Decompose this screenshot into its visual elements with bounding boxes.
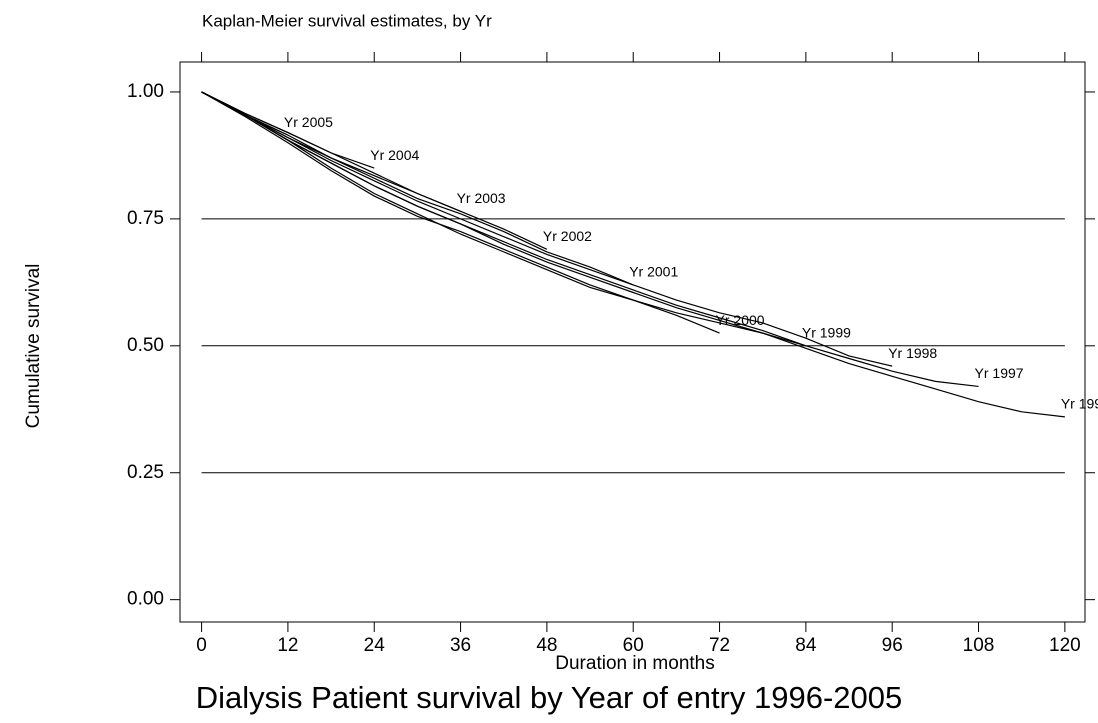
x-tick-label: 12: [277, 635, 298, 656]
x-tick-label: 48: [536, 635, 557, 656]
y-tick-label: 1.00: [127, 81, 164, 102]
plot-frame: [179, 61, 1086, 623]
curve-label: Yr 1998: [888, 345, 937, 361]
survival-curve: [201, 91, 461, 212]
survival-curve: [201, 91, 634, 286]
x-tick-label: 120: [1049, 635, 1081, 656]
x-tick-label: 96: [882, 635, 903, 656]
x-tick-label: 36: [450, 635, 471, 656]
survival-curve: [201, 91, 807, 347]
curve-label: Yr 2001: [629, 264, 678, 280]
y-tick-label: 0.25: [127, 462, 164, 483]
survival-curve: [201, 91, 1065, 418]
x-tick-label: 60: [623, 635, 644, 656]
x-tick-label: 108: [963, 635, 995, 656]
curve-label: Yr 1999: [802, 325, 851, 341]
x-axis-label: Duration in months: [555, 653, 714, 674]
curve-label: Yr 2000: [716, 312, 765, 328]
curve-label: Yr 2004: [370, 147, 419, 163]
survival-curve: [201, 91, 893, 367]
x-tick-label: 72: [709, 635, 730, 656]
curve-label: Yr 2002: [543, 228, 592, 244]
y-tick-label: 0.75: [127, 208, 164, 229]
x-tick-label: 0: [196, 635, 207, 656]
y-axis-label: Cumulative survival: [23, 264, 44, 429]
x-tick-label: 24: [364, 635, 386, 656]
chart-title: Kaplan-Meier survival estimates, by Yr: [202, 11, 492, 30]
curve-label: Yr 2005: [284, 114, 333, 130]
caption: Dialysis Patient survival by Year of ent…: [196, 680, 903, 715]
survival-curve: [201, 91, 375, 169]
survival-curve: [201, 91, 548, 250]
curve-label: Yr 2003: [457, 190, 506, 206]
y-tick-label: 0.00: [127, 589, 164, 610]
x-tick-label: 84: [795, 635, 817, 656]
y-tick-label: 0.50: [127, 335, 164, 356]
curve-label: Yr 1996: [1061, 396, 1098, 412]
curve-label: Yr 1997: [975, 365, 1024, 381]
